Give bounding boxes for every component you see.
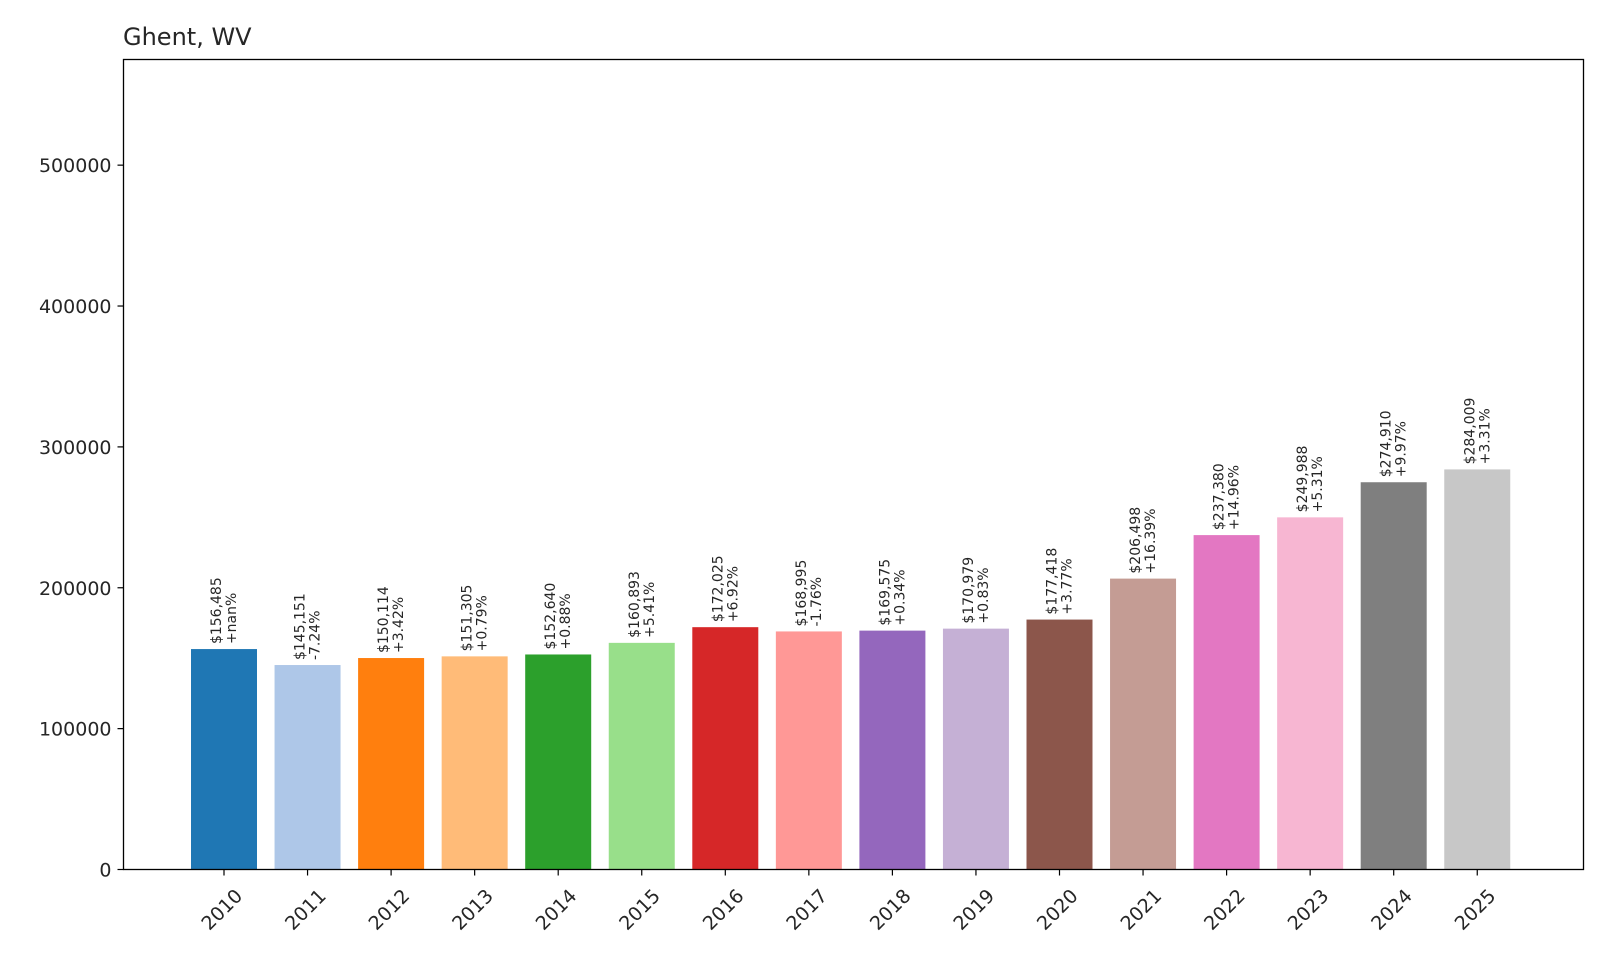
bar-change-label: +5.31% (1310, 456, 1326, 512)
bar-change-label: +9.97% (1394, 421, 1410, 477)
bar-2018 (859, 630, 926, 870)
bar-label-2023: $249,988 +5.31% (1295, 446, 1326, 513)
x-tick-label-2019: 2019 (949, 885, 999, 935)
bar-2013 (441, 656, 508, 870)
bar-2024 (1360, 482, 1427, 870)
bar-change-label: +3.31% (1477, 408, 1493, 464)
bar-label-2016: $172,025 +6.92% (710, 555, 741, 622)
bar-change-label: +0.79% (475, 595, 491, 651)
bar-2021 (1110, 578, 1177, 870)
bar-label-2017: $168,995 -1.76% (794, 560, 825, 627)
y-tick-label: 400000 (39, 296, 112, 318)
bar-value-label: $284,009 (1462, 398, 1478, 465)
x-tick-label-2023: 2023 (1284, 885, 1334, 935)
bar-value-label: $156,485 (209, 577, 225, 644)
bar-change-label: +6.92% (725, 566, 741, 622)
bar-label-2010: $156,485 +nan% (209, 577, 240, 644)
bar-change-label: +16.39% (1143, 508, 1159, 573)
bar-value-label: $168,995 (794, 560, 810, 627)
bar-label-2022: $237,380 +14.96% (1212, 463, 1243, 530)
bar-labels-group: $156,485 +nan% $145,151 -7.24% $150,114 +3.42… (209, 398, 1493, 660)
bar-change-label: -1.76% (809, 577, 825, 627)
bar-label-2025: $284,009 +3.31% (1462, 398, 1493, 465)
bar-label-2020: $177,418 +3.77% (1045, 548, 1076, 615)
bar-value-label: $152,640 (543, 583, 559, 650)
bar-value-label: $237,380 (1212, 463, 1228, 530)
bar-2014 (525, 654, 592, 870)
x-tick-label-2014: 2014 (532, 885, 582, 935)
bar-label-2021: $206,498 +16.39% (1128, 507, 1159, 574)
bar-label-2019: $170,979 +0.83% (961, 557, 992, 624)
bar-change-label: +nan% (224, 593, 240, 644)
bar-change-label: +14.96% (1227, 465, 1243, 530)
x-tick-label-2022: 2022 (1200, 885, 1250, 935)
x-axis: 2010 2011 2012 2013 2014 2015 2016 2017 2018 2019… (197, 869, 1501, 935)
plot-frame (122, 58, 1585, 871)
x-tick-label-2017: 2017 (782, 885, 832, 935)
bar-value-label: $274,910 (1379, 410, 1395, 477)
x-tick-label-2020: 2020 (1033, 885, 1083, 935)
bar-2017 (775, 631, 842, 870)
y-tick-label: 300000 (39, 437, 112, 459)
bar-value-label: $206,498 (1128, 507, 1144, 574)
bar-2020 (1026, 619, 1093, 870)
bar-change-label: -7.24% (308, 610, 324, 660)
bar-value-label: $172,025 (710, 555, 726, 622)
y-tick-label: 0 (99, 860, 111, 882)
x-tick-label-2012: 2012 (364, 885, 414, 935)
bar-value-label: $177,418 (1045, 548, 1061, 615)
bar-2015 (608, 642, 675, 870)
y-axis: 0 100000 200000 300000 400000 500000 (39, 155, 124, 882)
bars-group (191, 469, 1511, 870)
bar-label-2013: $151,305 +0.79% (460, 585, 491, 652)
x-tick-label-2024: 2024 (1367, 885, 1417, 935)
bar-value-label: $160,893 (627, 571, 643, 638)
bar-change-label: +0.83% (976, 567, 992, 623)
bar-value-label: $170,979 (961, 557, 977, 624)
bar-2023 (1277, 517, 1344, 870)
x-tick-label-2013: 2013 (448, 885, 498, 935)
bar-label-2014: $152,640 +0.88% (543, 583, 574, 650)
bar-value-label: $249,988 (1295, 446, 1311, 513)
bar-label-2015: $160,893 +5.41% (627, 571, 658, 638)
y-tick-label: 100000 (39, 719, 112, 741)
chart-title: Ghent, WV (123, 23, 252, 51)
x-tick-label-2010: 2010 (197, 885, 247, 935)
x-tick-label-2025: 2025 (1451, 885, 1501, 935)
bar-label-2012: $150,114 +3.42% (376, 586, 407, 653)
bar-label-2018: $169,575 +0.34% (877, 559, 908, 626)
bar-value-label: $169,575 (877, 559, 893, 626)
bar-2011 (274, 665, 341, 870)
bar-2010 (191, 649, 257, 870)
bar-value-label: $150,114 (376, 586, 392, 653)
bar-change-label: +0.88% (558, 593, 574, 649)
y-tick-label: 200000 (39, 578, 112, 600)
bar-change-label: +5.41% (642, 582, 658, 638)
x-tick-label-2016: 2016 (699, 885, 749, 935)
bar-2012 (358, 658, 425, 870)
bar-2022 (1193, 535, 1260, 870)
x-tick-label-2015: 2015 (615, 885, 665, 935)
bar-change-label: +0.34% (892, 569, 908, 625)
bar-value-label: $145,151 (293, 593, 309, 660)
bar-change-label: +3.77% (1060, 558, 1076, 614)
bar-label-2024: $274,910 +9.97% (1379, 410, 1410, 477)
bar-change-label: +3.42% (391, 597, 407, 653)
x-tick-label-2021: 2021 (1116, 885, 1166, 935)
bar-2025 (1444, 469, 1511, 870)
bar-2016 (692, 627, 759, 870)
y-tick-label: 500000 (39, 155, 112, 177)
x-tick-label-2011: 2011 (281, 885, 331, 935)
bar-value-label: $151,305 (460, 585, 476, 652)
x-tick-label-2018: 2018 (866, 885, 916, 935)
bar-2019 (942, 628, 1009, 870)
bar-label-2011: $145,151 -7.24% (293, 593, 324, 660)
